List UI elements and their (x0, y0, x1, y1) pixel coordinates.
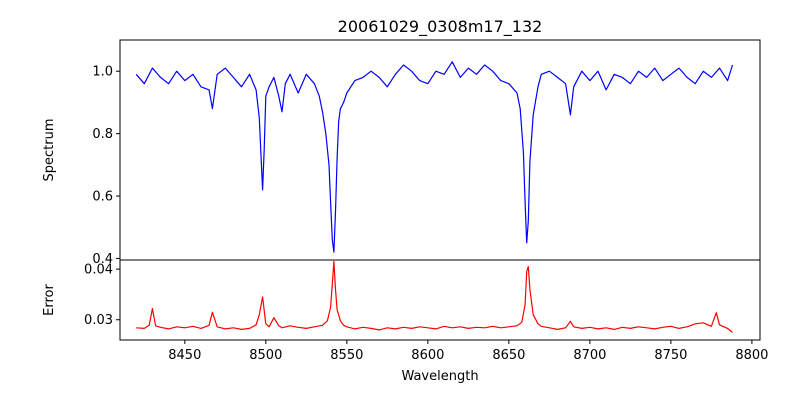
x-tick-label: 8550 (330, 348, 363, 363)
panel-2-y-tick-label: 0.03 (84, 313, 113, 328)
panel-2-frame (119, 259, 761, 341)
panel-1-y-tick-label: 0.4 (92, 252, 113, 267)
panel-1-y-tick-label: 0.8 (92, 127, 113, 142)
panel-2: 0.03 0.04 Error (42, 259, 761, 341)
panel-1-y-axis-label: Spectrum (42, 119, 57, 182)
panels: 0.4 0.6 0.8 1.0 Spectrum 0.03 0.04 Error 8450 850… (42, 39, 768, 363)
panel-1-y-tick-label: 1.0 (92, 65, 113, 80)
panel-2-y-axis-label: Error (42, 284, 57, 316)
x-axis-label: Wavelength (401, 369, 478, 384)
x-tick-label: 8700 (573, 348, 606, 363)
x-tick-label: 8650 (492, 348, 525, 363)
x-tick-label: 8450 (168, 348, 201, 363)
panel-1-y-tick-label: 0.6 (92, 190, 113, 205)
panel-2-y-tick-label: 0.04 (84, 263, 113, 278)
chart-title: 20061029_0308m17_132 (338, 17, 543, 37)
x-tick-label: 8600 (411, 348, 444, 363)
x-tick-label: 8750 (654, 348, 687, 363)
x-tick-label: 8500 (249, 348, 282, 363)
x-tick-label: 8800 (735, 348, 768, 363)
panel-2-series-line (136, 260, 733, 333)
panel-1-series-line (135, 61, 734, 253)
panel-1: 0.4 0.6 0.8 1.0 Spectrum (42, 39, 761, 267)
